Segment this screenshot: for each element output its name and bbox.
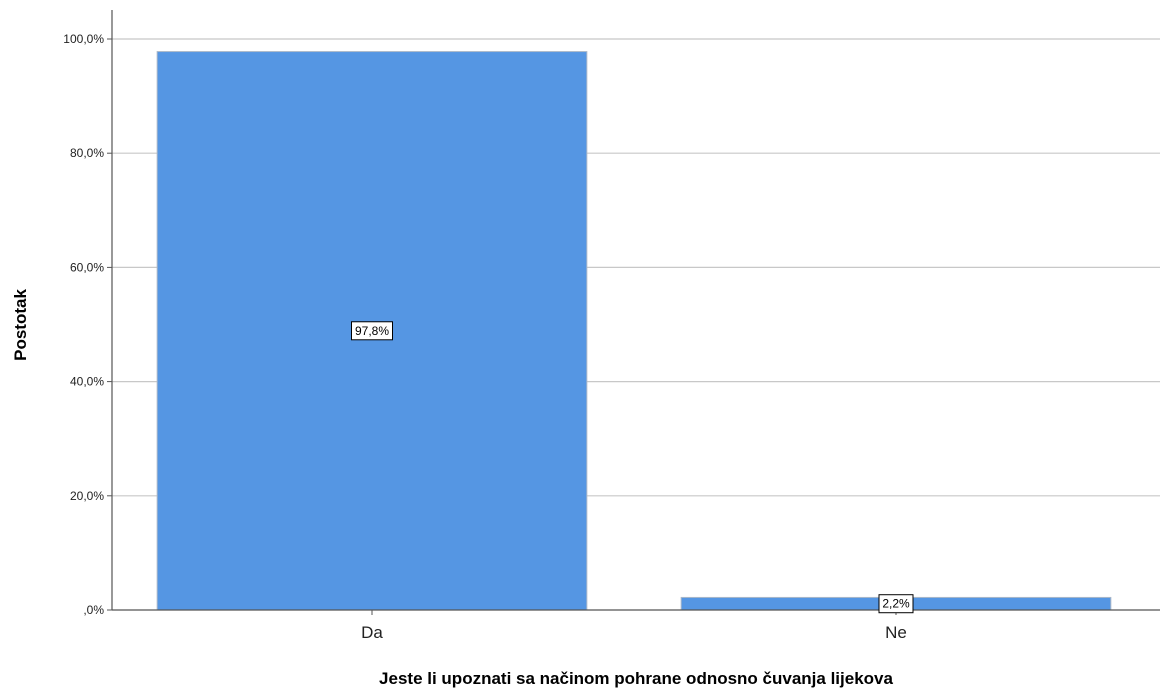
y-tick-label: 60,0% bbox=[70, 260, 104, 274]
bars bbox=[156, 51, 1112, 611]
y-tick-label: 100,0% bbox=[63, 32, 104, 46]
y-tick-labels: ,0% 20,0% 40,0% 60,0% 80,0% 100,0% bbox=[63, 32, 104, 617]
x-tick-label: Ne bbox=[885, 623, 907, 642]
y-tick-label: ,0% bbox=[83, 603, 104, 617]
data-label: 2,2% bbox=[878, 594, 914, 614]
y-axis-title: Postotak bbox=[11, 289, 30, 361]
data-labels: 97,8% 2,2% bbox=[351, 321, 914, 614]
axes bbox=[107, 10, 1160, 615]
x-axis-title: Jeste li upoznati sa načinom pohrane odn… bbox=[379, 669, 893, 688]
data-label-text: 97,8% bbox=[355, 324, 389, 338]
data-label-text: 2,2% bbox=[882, 597, 910, 611]
y-tick-label: 20,0% bbox=[70, 489, 104, 503]
data-label-box bbox=[878, 594, 914, 614]
y-tick-label: 40,0% bbox=[70, 375, 104, 389]
y-tick-label: 80,0% bbox=[70, 146, 104, 160]
x-tick-label: Da bbox=[361, 623, 383, 642]
data-label-box bbox=[351, 321, 393, 341]
x-tick-labels: Da Ne bbox=[361, 623, 907, 642]
data-label: 97,8% bbox=[351, 321, 393, 341]
